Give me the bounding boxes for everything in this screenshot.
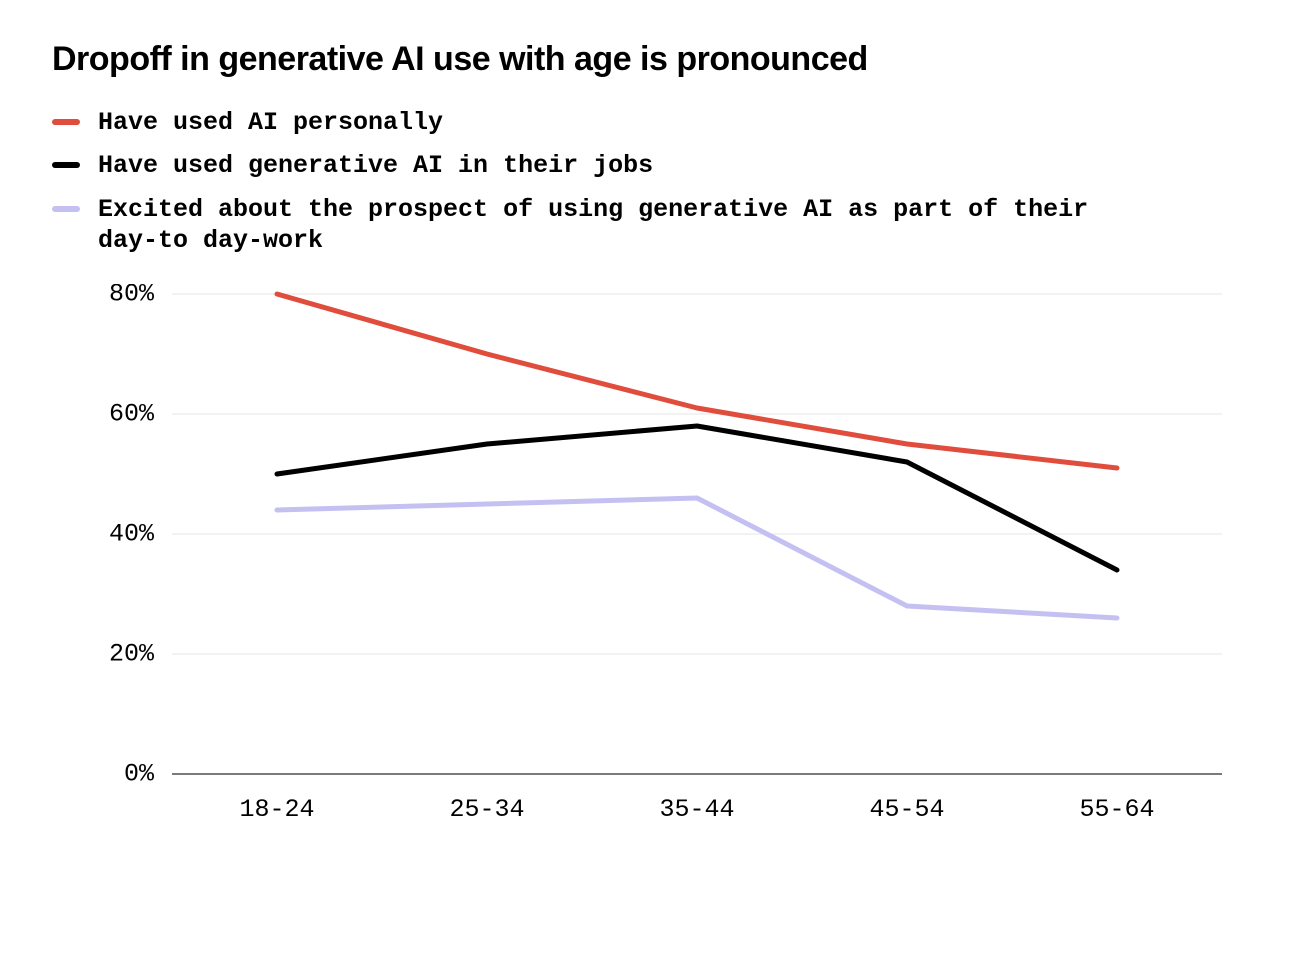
legend-label: Have used generative AI in their jobs [98, 150, 653, 181]
legend-label: Have used AI personally [98, 107, 443, 138]
line-chart-svg: 0% 20% 40% 60% 80% 18-24 25-34 35-44 45-54 55-64 [52, 284, 1252, 844]
y-tick-label: 0% [124, 760, 155, 789]
chart-title: Dropoff in generative AI use with age is… [52, 40, 1260, 79]
chart-container: Dropoff in generative AI use with age is… [0, 0, 1312, 978]
legend: Have used AI personally Have used generat… [52, 107, 1260, 256]
legend-swatch [52, 162, 80, 168]
x-tick-label: 25-34 [449, 795, 524, 824]
y-tick-label: 40% [109, 520, 155, 549]
x-tick-label: 18-24 [239, 795, 314, 824]
x-tick-label: 55-64 [1079, 795, 1154, 824]
x-tick-label: 45-54 [869, 795, 944, 824]
legend-swatch [52, 206, 80, 212]
legend-item: Have used AI personally [52, 107, 1260, 138]
legend-item: Excited about the prospect of using gene… [52, 194, 1260, 257]
x-tick-label: 35-44 [659, 795, 734, 824]
plot-area: 0% 20% 40% 60% 80% 18-24 25-34 35-44 45-54 55-64 [52, 284, 1260, 844]
y-tick-label: 20% [109, 640, 155, 669]
y-tick-label: 60% [109, 400, 155, 429]
legend-swatch [52, 119, 80, 125]
legend-label: Excited about the prospect of using gene… [98, 194, 1098, 257]
y-tick-label: 80% [109, 284, 155, 309]
legend-item: Have used generative AI in their jobs [52, 150, 1260, 181]
series-line [277, 294, 1117, 468]
series-line [277, 498, 1117, 618]
